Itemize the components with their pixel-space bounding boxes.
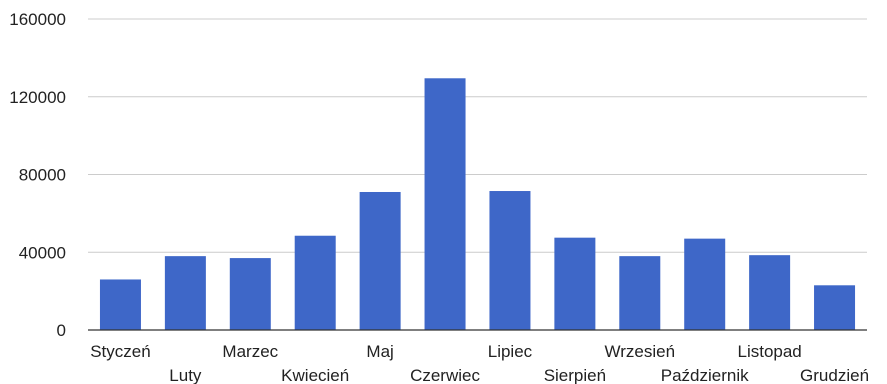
x-category-label: Wrzesień bbox=[605, 342, 676, 361]
bar-3 bbox=[294, 235, 336, 330]
bar-1 bbox=[164, 256, 206, 330]
bars bbox=[99, 78, 856, 330]
y-tick-label: 0 bbox=[57, 321, 66, 340]
bar-2 bbox=[229, 258, 271, 330]
x-category-label: Luty bbox=[169, 366, 202, 384]
x-category-label: Sierpień bbox=[544, 366, 606, 384]
y-axis-ticks: 0 40000 80000 120000 160000 bbox=[9, 10, 66, 340]
bar-10 bbox=[749, 255, 791, 330]
bar-0 bbox=[99, 279, 141, 330]
bar-7 bbox=[554, 237, 596, 330]
x-category-label: Lipiec bbox=[488, 342, 533, 361]
bar-4 bbox=[359, 191, 401, 330]
bar-5 bbox=[424, 78, 466, 330]
y-tick-label: 160000 bbox=[9, 10, 66, 29]
x-category-label: Grudzień bbox=[800, 366, 869, 384]
x-category-label: Maj bbox=[366, 342, 393, 361]
x-category-label: Kwiecień bbox=[281, 366, 349, 384]
y-tick-label: 80000 bbox=[19, 166, 66, 185]
y-tick-label: 40000 bbox=[19, 243, 66, 262]
x-category-label: Listopad bbox=[737, 342, 801, 361]
bar-9 bbox=[684, 238, 726, 330]
x-category-label: Czerwiec bbox=[410, 366, 480, 384]
bar-8 bbox=[619, 256, 661, 330]
y-tick-label: 120000 bbox=[9, 88, 66, 107]
x-category-label: Styczeń bbox=[90, 342, 150, 361]
gridlines bbox=[88, 18, 867, 253]
x-category-label: Marzec bbox=[222, 342, 278, 361]
bar-6 bbox=[489, 191, 531, 330]
x-category-label: Październik bbox=[661, 366, 749, 384]
bar-11 bbox=[814, 285, 856, 330]
